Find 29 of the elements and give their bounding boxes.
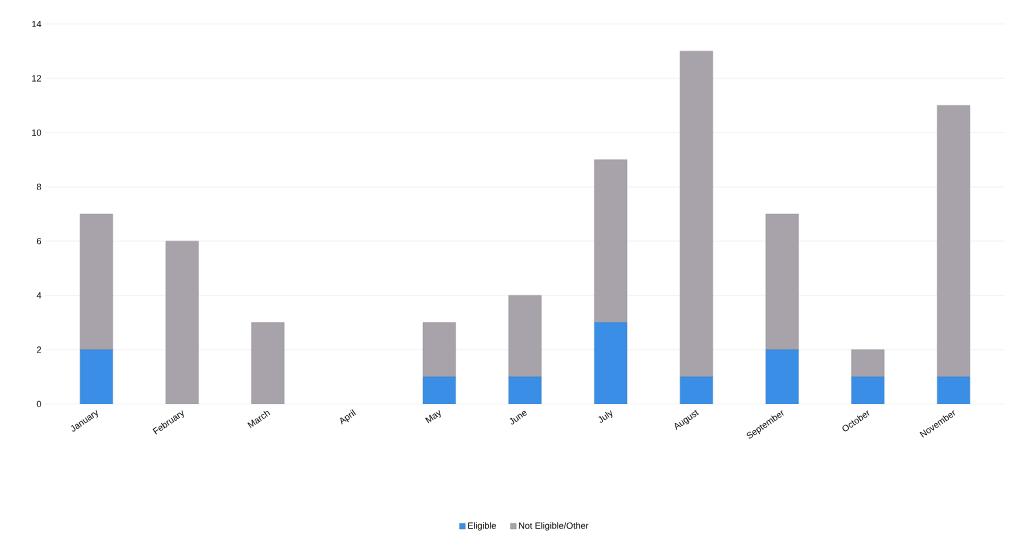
bar (79, 349, 113, 404)
x-tick-label: June (509, 410, 527, 425)
legend-label: Eligible (468, 522, 496, 531)
x-tick-label: April (340, 409, 356, 425)
bar (765, 213, 799, 350)
y-tick-label: 2 (36, 346, 42, 353)
y-tick-label: 6 (36, 237, 42, 245)
y-tick-label: 14 (32, 20, 42, 28)
bar (422, 322, 456, 378)
bar (765, 349, 799, 404)
bar (508, 295, 542, 378)
bar (851, 349, 885, 378)
bar (937, 105, 971, 378)
legend-label: Not Eligible/Other (519, 522, 589, 531)
y-tick-label: 0 (36, 400, 42, 408)
bar (165, 240, 199, 404)
bar (679, 50, 713, 378)
y-tick-label: 12 (32, 75, 42, 82)
y-tick-label: 8 (36, 183, 42, 191)
bar (79, 213, 113, 350)
bar (594, 322, 628, 404)
y-tick-label: 10 (32, 129, 42, 136)
x-tick-label: May (425, 410, 441, 424)
bar (594, 159, 628, 323)
x-tick-label: July (598, 410, 613, 423)
bar (851, 376, 885, 404)
bar (251, 322, 285, 404)
bar (508, 376, 542, 404)
y-tick-label: 4 (36, 292, 42, 299)
